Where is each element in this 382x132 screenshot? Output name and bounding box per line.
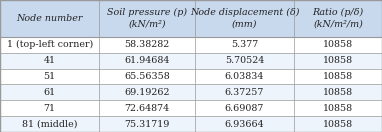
Text: 6.03834: 6.03834 (225, 72, 264, 81)
Bar (0, 53, 382, 69)
Text: 6.69087: 6.69087 (225, 104, 264, 113)
Text: 1 (top-left corner): 1 (top-left corner) (6, 40, 93, 50)
Text: 65.56358: 65.56358 (124, 72, 170, 81)
Text: 61.94684: 61.94684 (125, 56, 170, 65)
Text: Ratio (p/δ)
(kN/m²/m): Ratio (p/δ) (kN/m²/m) (312, 8, 364, 29)
Text: Node displacement (δ)
(mm): Node displacement (δ) (mm) (190, 8, 299, 29)
Bar (0, 116, 382, 132)
Text: 51: 51 (44, 72, 56, 81)
Text: 10858: 10858 (323, 40, 353, 49)
Text: 10858: 10858 (323, 104, 353, 113)
Bar (294, 0, 382, 37)
Text: Node number: Node number (16, 14, 83, 23)
Bar (0, 100, 382, 116)
Text: 5.70524: 5.70524 (225, 56, 264, 65)
Bar (0, 69, 382, 84)
Text: 72.64874: 72.64874 (125, 104, 170, 113)
Text: 10858: 10858 (323, 72, 353, 81)
Text: 10858: 10858 (323, 88, 353, 97)
Text: 6.93664: 6.93664 (225, 120, 264, 129)
Bar (99, 0, 195, 37)
Text: 6.37257: 6.37257 (225, 88, 264, 97)
Text: 71: 71 (44, 104, 56, 113)
Bar (0, 84, 382, 100)
Text: 75.31719: 75.31719 (125, 120, 170, 129)
Text: 69.19262: 69.19262 (124, 88, 170, 97)
Bar (0, 37, 382, 53)
Text: 61: 61 (44, 88, 56, 97)
Text: 81 (middle): 81 (middle) (22, 120, 78, 129)
Text: 58.38282: 58.38282 (125, 40, 170, 49)
Bar (195, 0, 294, 37)
Text: 10858: 10858 (323, 120, 353, 129)
Text: 10858: 10858 (323, 56, 353, 65)
Text: 41: 41 (44, 56, 56, 65)
Text: Soil pressure (p)
(kN/m²): Soil pressure (p) (kN/m²) (107, 8, 187, 29)
Text: 5.377: 5.377 (231, 40, 258, 49)
Bar (0, 0, 99, 37)
